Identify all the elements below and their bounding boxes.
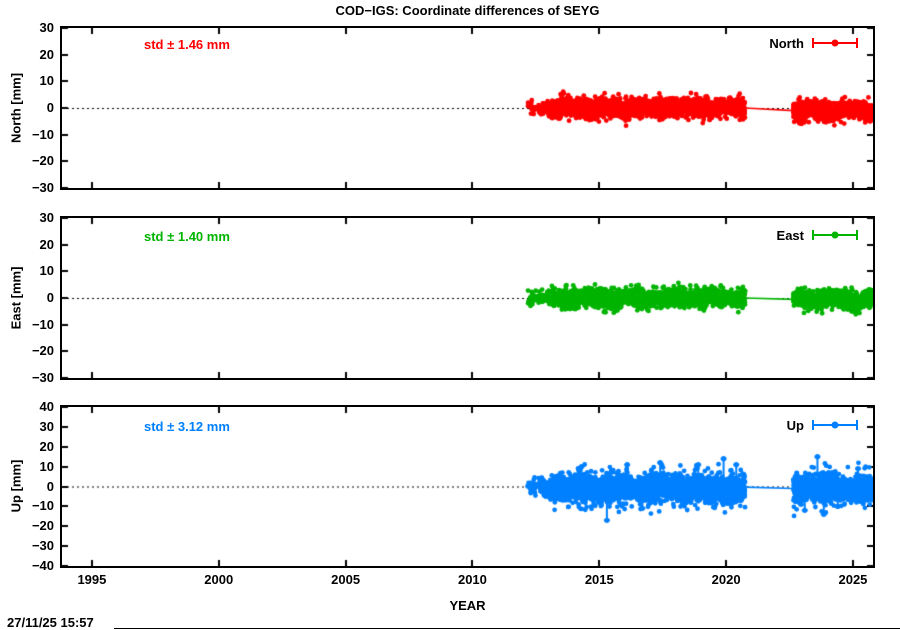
legend-label-east: East — [776, 227, 804, 243]
legend-label-north: North — [769, 35, 804, 51]
std-label-up: std ± 3.12 mm — [144, 419, 230, 434]
y-tick-label: −20 — [31, 343, 54, 359]
y-tick-label: −10 — [31, 316, 54, 332]
y-tick-label: 0 — [46, 100, 54, 115]
data-canvas-east — [62, 218, 873, 378]
data-canvas-north — [62, 28, 873, 188]
y-tick-label: 10 — [39, 458, 54, 474]
x-tick-label: 2020 — [711, 572, 741, 587]
data-canvas-up — [62, 407, 873, 566]
y-tick-label: 0 — [46, 290, 54, 305]
y-tick-label: −20 — [31, 153, 54, 169]
y-tick-label: −30 — [31, 180, 54, 195]
errorbar-point-icon — [812, 419, 858, 431]
x-tick-label: 2015 — [584, 572, 614, 587]
y-tick-label: 20 — [39, 438, 54, 454]
y-tick-label: −10 — [31, 498, 54, 514]
y-tick-label: 0 — [46, 478, 54, 494]
y-tick-label: 20 — [39, 46, 54, 62]
y-tick-label: 30 — [39, 418, 54, 434]
y-tick-label: 30 — [39, 20, 54, 35]
plot-area-east: std ± 1.40 mm East — [60, 216, 875, 380]
y-tick-label: −20 — [31, 518, 54, 534]
std-label-north: std ± 1.46 mm — [144, 37, 230, 52]
y-tick-label: 10 — [39, 73, 54, 89]
y-tick-label: 30 — [39, 210, 54, 225]
y-tick-label: 20 — [39, 236, 54, 252]
chart-title: COD−IGS: Coordinate differences of SEYG — [335, 3, 600, 18]
y-tick-label: 10 — [39, 263, 54, 279]
std-label-east: std ± 1.40 mm — [144, 229, 230, 244]
y-tick-label: −30 — [31, 370, 54, 385]
legend-label-up: Up — [786, 417, 804, 433]
y-tick-label: 40 — [39, 399, 54, 414]
plot-area-north: std ± 1.46 mm North — [60, 26, 875, 190]
legend-up: Up — [786, 417, 858, 433]
x-tick-label: 2000 — [204, 572, 234, 587]
y-tick-label: −10 — [31, 126, 54, 142]
plot-timestamp: 27/11/25 15:57 — [7, 615, 94, 630]
legend-east: East — [776, 227, 858, 243]
y-tick-label: −40 — [31, 558, 54, 573]
errorbar-point-icon — [812, 37, 858, 49]
x-tick-label: 2010 — [457, 572, 487, 587]
y-tick-label: −30 — [31, 538, 54, 554]
x-tick-label: 2005 — [331, 572, 361, 587]
legend-north: North — [769, 35, 858, 51]
bottom-frame-line — [114, 628, 900, 629]
x-tick-label: 2025 — [838, 572, 868, 587]
x-axis-label: YEAR — [449, 598, 486, 613]
plot-area-up: std ± 3.12 mm Up — [60, 405, 875, 568]
x-tick-label: 1995 — [77, 572, 107, 587]
errorbar-point-icon — [812, 229, 858, 241]
